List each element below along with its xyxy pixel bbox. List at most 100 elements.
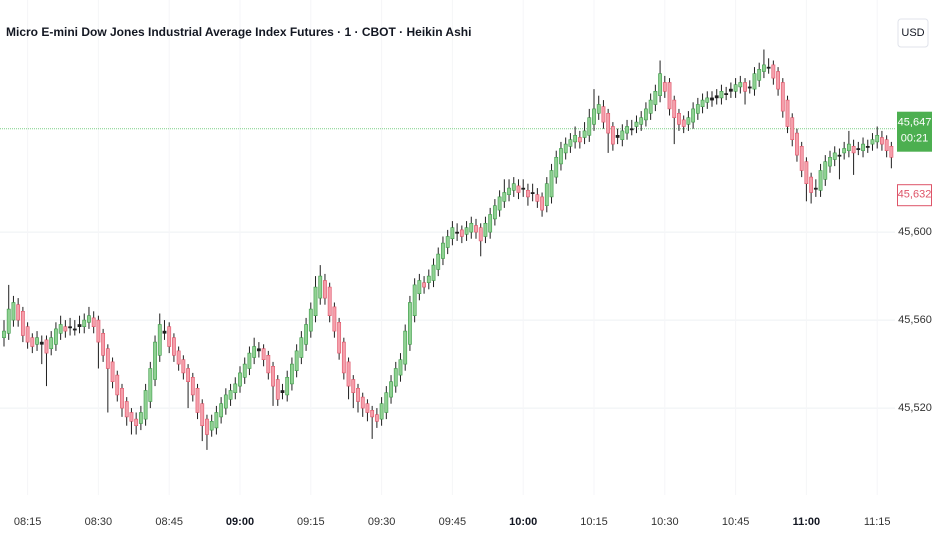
- candle-body: [120, 387, 124, 409]
- candle-body: [469, 223, 474, 233]
- candle-body: [441, 242, 445, 259]
- candle-body: [323, 280, 327, 299]
- x-tick-label: 10:45: [722, 516, 750, 528]
- candle-body: [483, 223, 488, 237]
- candle-body: [68, 326, 72, 329]
- candle-body: [762, 64, 766, 72]
- candle-body: [2, 330, 6, 339]
- candle-body: [634, 121, 639, 127]
- candle-body: [238, 372, 242, 387]
- candle-body: [256, 348, 261, 352]
- candle-body: [526, 190, 530, 198]
- candle-body: [181, 359, 186, 374]
- candle-body: [823, 161, 828, 180]
- candle-body: [360, 396, 365, 409]
- grid: [0, 128, 895, 409]
- candle-body: [511, 183, 516, 191]
- candle-body: [459, 229, 464, 237]
- candle-body: [620, 130, 625, 140]
- currency-box[interactable]: [897, 18, 929, 48]
- candle-body: [219, 403, 224, 418]
- x-tick-label: 09:30: [368, 516, 396, 528]
- candle-body: [780, 82, 785, 112]
- candle-body: [101, 332, 106, 356]
- candle-body: [544, 183, 549, 206]
- candle-body: [138, 412, 143, 424]
- candle-body: [492, 205, 497, 220]
- currency[interactable]: USD: [901, 27, 924, 39]
- candle-body: [370, 409, 375, 418]
- candle-body: [44, 339, 49, 354]
- candle-body: [172, 337, 176, 356]
- candle-body: [507, 187, 511, 196]
- candle-body: [356, 387, 360, 402]
- candle-body: [691, 108, 696, 123]
- candle-body: [809, 176, 814, 193]
- candle-body: [795, 132, 799, 156]
- candle-body: [313, 286, 318, 317]
- candle-body: [549, 170, 554, 198]
- candle-body: [478, 227, 483, 242]
- x-tick-label: 09:45: [439, 516, 467, 528]
- candle-body: [299, 337, 304, 358]
- candle-body: [870, 139, 875, 145]
- candle-body: [242, 363, 247, 378]
- candle-body: [563, 143, 568, 154]
- candle-body: [115, 374, 120, 396]
- candle-body: [30, 337, 35, 347]
- candle-body: [11, 302, 16, 321]
- candle-body: [280, 390, 285, 393]
- candle-body: [214, 412, 219, 429]
- candle-body: [596, 104, 601, 114]
- candle-body: [587, 117, 592, 136]
- candle-body: [535, 194, 540, 202]
- candle-body: [195, 387, 200, 413]
- candle-body: [662, 82, 667, 92]
- candle-body: [422, 282, 426, 288]
- candle-body: [233, 383, 238, 393]
- candle-body: [6, 308, 11, 334]
- candle-body: [497, 196, 502, 211]
- candle-body: [799, 146, 804, 171]
- candle-body: [455, 231, 460, 234]
- candle-body: [365, 403, 370, 413]
- candle-body: [341, 341, 346, 374]
- candle-body: [677, 113, 681, 125]
- candle-body: [865, 146, 870, 148]
- candle-body: [426, 275, 431, 284]
- candle-body: [554, 157, 559, 178]
- x-tick-label: 08:45: [155, 516, 183, 528]
- x-tick-label: 11:00: [793, 516, 821, 528]
- candle-body: [271, 365, 275, 387]
- last-price-label: 45,647: [898, 117, 932, 129]
- candle-body: [875, 135, 880, 143]
- x-tick-label: 09:15: [297, 516, 325, 528]
- candle-body: [743, 82, 747, 92]
- candle-body: [105, 348, 110, 369]
- x-tick-label: 08:15: [14, 516, 42, 528]
- candle-body: [35, 337, 39, 345]
- candle-body: [785, 99, 790, 127]
- candle-body: [601, 106, 606, 123]
- candle-body: [700, 99, 705, 107]
- candle-body: [398, 359, 403, 376]
- candle-body: [695, 104, 700, 114]
- candle-body: [790, 117, 795, 140]
- candle-body: [54, 328, 58, 345]
- x-tick-label: 10:30: [651, 516, 679, 528]
- candle-body: [143, 390, 148, 420]
- candle-body: [559, 148, 563, 165]
- candle-body: [200, 403, 205, 427]
- candle-body: [629, 128, 634, 131]
- candle-body: [837, 154, 842, 157]
- candle-body: [393, 368, 398, 387]
- candle-body: [431, 264, 436, 281]
- candle-body: [351, 379, 356, 393]
- candle-body: [190, 376, 195, 396]
- candle-body: [412, 284, 417, 316]
- labels: 45,520 45,560 45,600 08:15 08:30 08:45 09:00 09…: [14, 111, 932, 528]
- candle-body: [134, 418, 139, 427]
- candle-body: [681, 119, 686, 127]
- candle-body: [186, 368, 190, 382]
